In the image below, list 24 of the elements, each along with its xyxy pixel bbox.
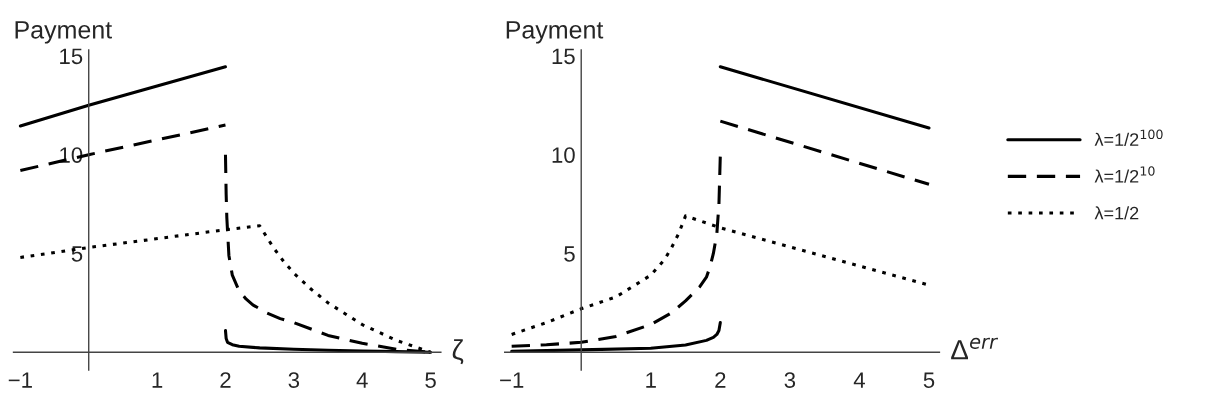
x-tick-label: 3 (784, 372, 796, 388)
y-tick-label: 15 (552, 48, 575, 65)
x-tick-label: 1 (646, 372, 656, 388)
y-axis-title: Payment (506, 21, 604, 44)
legend-label: λ=1/2 (1094, 206, 1139, 220)
line-series (510, 321, 722, 353)
x-tick-label: 5 (425, 372, 436, 388)
x-tick-label: −1 (500, 372, 524, 388)
x-tick-label: 3 (288, 372, 300, 388)
y-tick-label: 10 (552, 147, 575, 163)
x-tick-label: 5 (923, 372, 935, 388)
y-tick-label: 5 (564, 246, 575, 262)
x-tick-label: 4 (853, 372, 865, 388)
x-axis-title: ζ (452, 339, 464, 365)
x-tick-label: −1 (8, 372, 32, 388)
y-tick-label: 15 (60, 48, 83, 65)
x-tick-label: 2 (715, 372, 726, 388)
x-tick-label: 1 (152, 372, 163, 388)
x-tick-label: 4 (356, 372, 368, 388)
x-axis-title: Δ$^{err}$ (951, 337, 999, 360)
legend-label: λ=1/2$^{10}$ (1094, 166, 1155, 183)
x-tick-label: 2 (220, 372, 231, 388)
y-axis-title: Payment (15, 21, 112, 44)
legend-label: λ=1/2$^{100}$ (1094, 129, 1163, 147)
